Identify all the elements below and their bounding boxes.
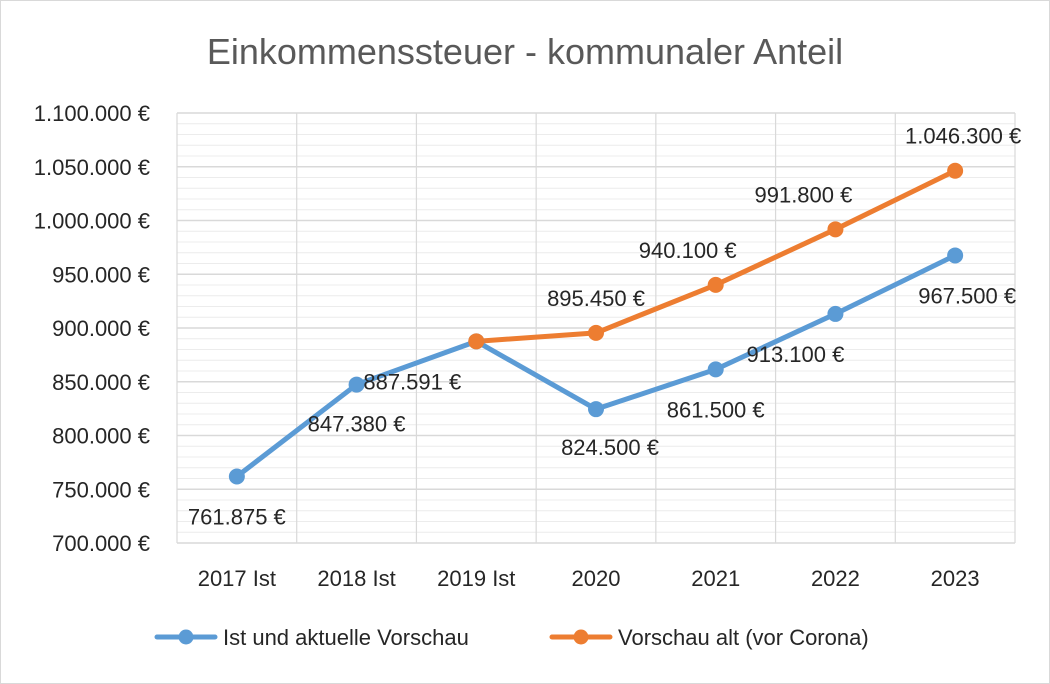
y-tick-label: 1.000.000 € xyxy=(34,209,150,234)
data-label: 967.500 € xyxy=(918,283,1016,308)
data-point xyxy=(707,276,724,293)
y-tick-label: 1.050.000 € xyxy=(34,155,150,180)
data-labels: 761.875 € 847.380 € 887.591 € 824.500 € 861.… xyxy=(188,124,1021,530)
data-label: 761.875 € xyxy=(188,504,286,529)
y-axis-ticks: 700.000 € 750.000 € 800.000 € 850.000 € 900.… xyxy=(34,101,150,556)
y-tick-label: 1.100.000 € xyxy=(34,101,150,126)
y-tick-label: 800.000 € xyxy=(52,424,150,449)
data-label: 991.800 € xyxy=(754,182,852,207)
data-label: 887.591 € xyxy=(363,369,461,394)
y-tick-label: 900.000 € xyxy=(52,316,150,341)
x-tick-label: 2018 Ist xyxy=(317,566,395,591)
data-point xyxy=(228,468,245,485)
data-point xyxy=(827,305,844,322)
x-tick-label: 2022 xyxy=(811,566,860,591)
data-label: 861.500 € xyxy=(667,397,765,422)
data-label: 940.100 € xyxy=(639,238,737,263)
legend-label: Ist und aktuelle Vorschau xyxy=(223,625,469,650)
x-tick-label: 2019 Ist xyxy=(437,566,515,591)
x-tick-label: 2020 xyxy=(572,566,621,591)
data-label: 847.380 € xyxy=(308,412,406,437)
data-point xyxy=(947,247,964,264)
y-tick-label: 750.000 € xyxy=(52,477,150,502)
y-tick-label: 700.000 € xyxy=(52,531,150,556)
data-point xyxy=(588,324,604,341)
data-label: 895.450 € xyxy=(547,286,645,311)
legend: Ist und aktuelle Vorschau Vorschau alt (v… xyxy=(154,625,869,650)
series-points xyxy=(228,162,964,485)
legend-marker xyxy=(573,629,589,645)
data-label: 913.100 € xyxy=(746,342,844,367)
data-point xyxy=(468,333,485,350)
x-axis-ticks: 2017 Ist 2018 Ist 2019 Ist 2020 2021 2022 2023 xyxy=(198,566,980,591)
x-tick-label: 2023 xyxy=(931,566,980,591)
data-label: 824.500 € xyxy=(561,435,659,460)
data-point xyxy=(588,401,604,418)
chart-title: Einkommenssteuer - kommunaler Anteil xyxy=(207,31,843,72)
y-tick-label: 850.000 € xyxy=(52,370,150,395)
legend-label: Vorschau alt (vor Corona) xyxy=(618,625,869,650)
x-tick-label: 2017 Ist xyxy=(198,566,276,591)
data-label: 1.046.300 € xyxy=(905,124,1021,149)
y-tick-label: 950.000 € xyxy=(52,262,150,287)
legend-marker xyxy=(178,629,194,645)
data-point xyxy=(827,221,844,238)
data-point xyxy=(348,376,365,393)
x-tick-label: 2021 xyxy=(691,566,740,591)
data-point xyxy=(707,361,724,378)
data-point xyxy=(947,162,964,179)
